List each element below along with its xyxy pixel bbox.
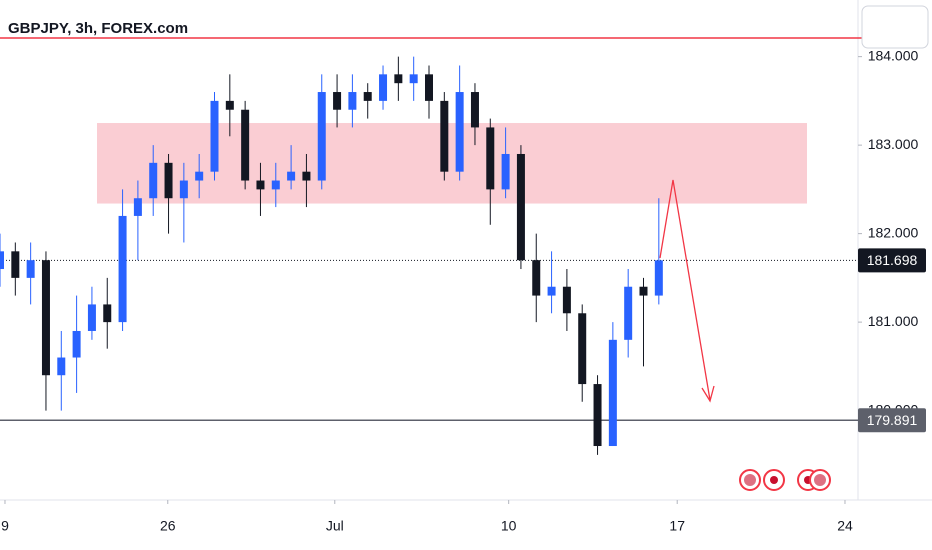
chart-title: GBPJPY, 3h, FOREX.com	[8, 20, 188, 37]
candle-body	[409, 74, 418, 84]
y-tick-label: 183.000	[868, 136, 919, 152]
y-tick-label: 184.000	[868, 47, 919, 63]
candle-body	[302, 171, 311, 181]
support-label: 179.891	[867, 412, 918, 428]
y-tick-label: 181.000	[868, 313, 919, 329]
candle-body	[87, 304, 96, 331]
x-tick-label: 24	[837, 518, 853, 534]
candle-body	[440, 100, 449, 172]
candle-body	[164, 162, 173, 199]
candle-body	[562, 286, 571, 314]
x-tick-label: Jul	[326, 518, 344, 534]
candle-body	[256, 180, 265, 190]
candle-body	[455, 92, 464, 172]
candle-body	[593, 384, 602, 447]
candle-body	[578, 313, 587, 385]
candle-body	[103, 304, 112, 323]
x-tick-label: 9	[1, 518, 9, 534]
x-tick-label: 10	[501, 518, 517, 534]
candle-body	[608, 339, 617, 447]
candle-body	[179, 180, 188, 199]
toolbar-button[interactable]	[861, 5, 929, 49]
candle-body	[425, 74, 433, 101]
candle-body	[241, 109, 250, 181]
candle-body	[41, 260, 50, 376]
candle-body	[654, 260, 663, 296]
candle-body	[149, 162, 158, 199]
last-price-label: 181.698	[867, 252, 918, 268]
candle-body	[532, 260, 541, 296]
candle-body	[394, 74, 403, 84]
candle-body	[118, 215, 127, 323]
candle-body	[195, 171, 204, 181]
support-tag	[858, 408, 926, 433]
candle-body	[501, 153, 510, 190]
event-icons	[739, 469, 831, 491]
candle-body	[210, 100, 219, 172]
candle-body	[624, 286, 633, 340]
candle-body	[11, 251, 20, 278]
candle-body	[639, 286, 648, 296]
supply-zone	[97, 123, 807, 204]
x-tick-label: 26	[160, 518, 176, 534]
candle-body	[317, 92, 326, 181]
candle-body	[0, 251, 4, 270]
candle-body	[133, 198, 142, 216]
candle-body	[547, 286, 556, 296]
candle-body	[470, 92, 479, 128]
forecast-arrow	[659, 179, 715, 403]
candle-body	[348, 92, 357, 110]
candle-body	[72, 330, 81, 358]
candle-body	[516, 153, 525, 261]
candle-body	[26, 260, 35, 278]
candle-body	[379, 74, 388, 101]
candle-body	[225, 100, 234, 110]
candle-body	[333, 92, 342, 110]
candle-body	[486, 127, 495, 190]
x-tick-label: 17	[669, 518, 685, 534]
candle-body	[57, 357, 66, 376]
candle-body	[271, 180, 280, 190]
y-tick-label: 182.000	[868, 224, 919, 240]
candle-body	[287, 171, 296, 181]
last-price-tag	[858, 248, 926, 273]
candle-body	[363, 92, 372, 101]
